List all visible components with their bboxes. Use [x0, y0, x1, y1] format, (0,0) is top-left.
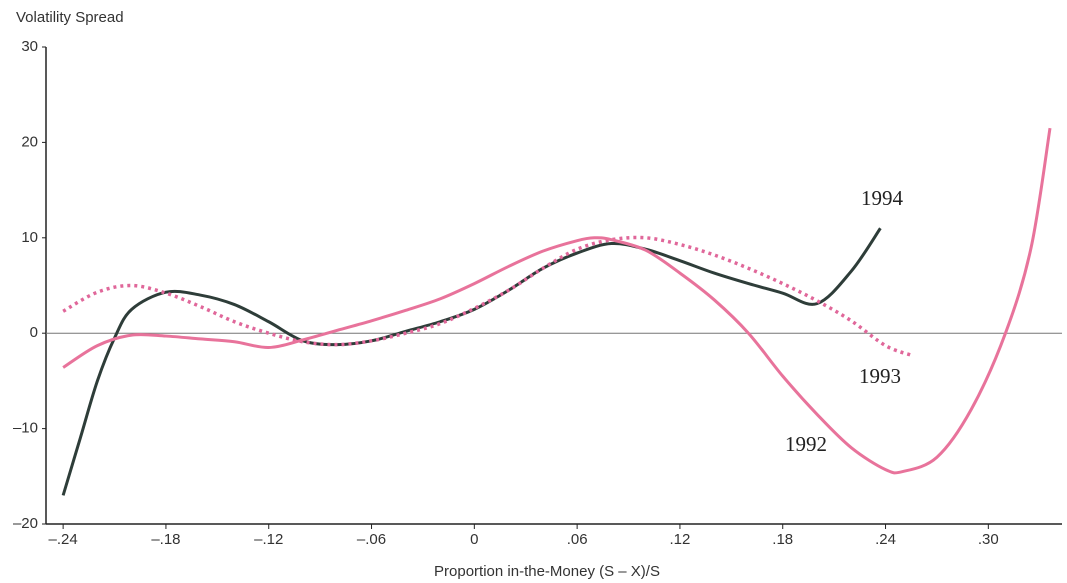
- x-axis-label: Proportion in-the-Money (S – X)/S: [434, 563, 660, 580]
- y-tick-label: 20: [21, 133, 38, 150]
- y-axis-label: Volatility Spread: [16, 9, 124, 26]
- x-tick-label: –.12: [254, 531, 283, 548]
- x-tick-label: .24: [875, 531, 896, 548]
- series-label: 1992: [785, 432, 827, 456]
- x-tick-label: .30: [978, 531, 999, 548]
- x-tick-label: –.06: [357, 531, 386, 548]
- x-tick-label: .06: [567, 531, 588, 548]
- y-tick-label: 30: [21, 38, 38, 55]
- x-tick-label: 0: [470, 531, 478, 548]
- y-tick-label: 0: [30, 324, 38, 341]
- series-label: 1994: [861, 186, 904, 210]
- x-tick-label: –.24: [49, 531, 78, 548]
- series-line: [62, 235, 912, 357]
- series-label: 1993: [859, 364, 901, 388]
- series-line: [62, 127, 1052, 475]
- x-tick-label: .12: [669, 531, 690, 548]
- series-line: [61, 227, 882, 496]
- y-tick-label: 10: [21, 229, 38, 246]
- x-tick-label: .18: [772, 531, 793, 548]
- y-tick-label: –10: [13, 420, 38, 437]
- y-tick-label: –20: [13, 515, 38, 532]
- x-tick-label: –.18: [151, 531, 180, 548]
